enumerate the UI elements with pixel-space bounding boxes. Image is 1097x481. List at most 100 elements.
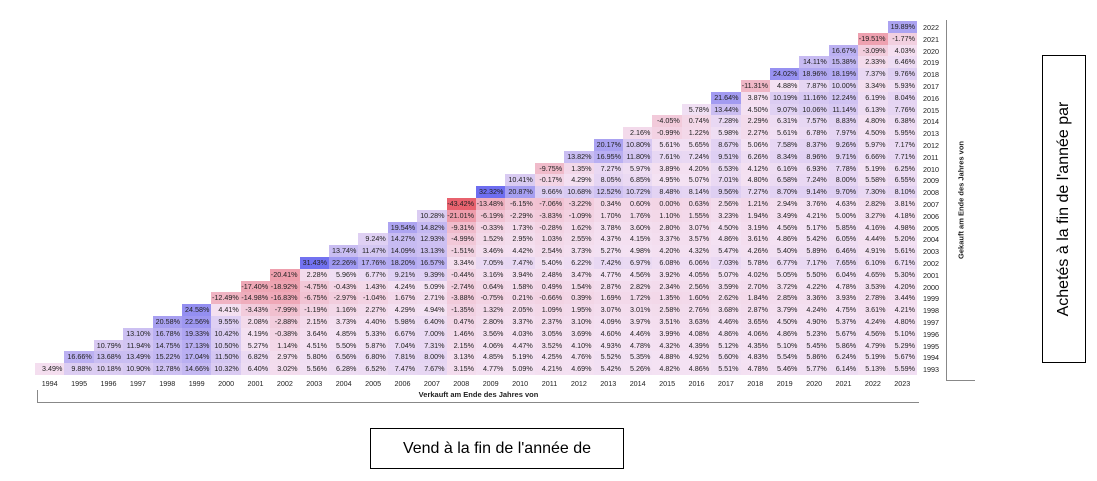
heatmap-cell: 4.76% bbox=[564, 351, 594, 364]
heatmap-cell: 4.29% bbox=[564, 174, 594, 187]
heatmap-cell: 1.35% bbox=[652, 292, 682, 305]
heatmap-cell: 4.20% bbox=[887, 280, 917, 293]
column-label: 2008 bbox=[453, 379, 470, 388]
heatmap-cell: 4.39% bbox=[681, 339, 712, 352]
heatmap-cell: 1.03% bbox=[534, 233, 565, 246]
heatmap-cell: 5.67% bbox=[887, 351, 917, 364]
heatmap-cell: -0.43% bbox=[329, 280, 359, 293]
heatmap-cell: 5.52% bbox=[593, 351, 623, 364]
heatmap-cell: 3.78% bbox=[593, 221, 623, 234]
heatmap-cell: 1.70% bbox=[593, 209, 623, 222]
heatmap-cell: 4.77% bbox=[593, 268, 623, 281]
heatmap-cell: 4.78% bbox=[623, 339, 653, 352]
heatmap-cell: 2.87% bbox=[740, 304, 770, 316]
heatmap-cell: 24.02% bbox=[770, 68, 800, 80]
heatmap-cell: 9.39% bbox=[417, 268, 447, 281]
heatmap-cell: 3.52% bbox=[534, 339, 565, 352]
heatmap-cell: 19.33% bbox=[182, 327, 212, 340]
heatmap-cell: 5.86% bbox=[828, 339, 859, 352]
heatmap-cell: 6.93% bbox=[799, 162, 829, 175]
heatmap-cell: 6.22% bbox=[564, 257, 594, 269]
heatmap-cell: 5.10% bbox=[887, 327, 917, 340]
heatmap-cell: 11.94% bbox=[123, 339, 153, 352]
heatmap-cell: 7.30% bbox=[858, 186, 888, 198]
heatmap-cell: 3.76% bbox=[799, 198, 829, 210]
heatmap-cell: 11.14% bbox=[828, 103, 859, 116]
heatmap-cell: 20.17% bbox=[593, 139, 623, 151]
heatmap-cell: 2.58% bbox=[652, 304, 682, 316]
heatmap-cell: 3.93% bbox=[828, 292, 859, 305]
heatmap-cell: 3.89% bbox=[652, 162, 682, 175]
heatmap-cell: 2.82% bbox=[858, 198, 888, 210]
heatmap-cell: 7.28% bbox=[711, 115, 741, 128]
heatmap-cell: 4.12% bbox=[740, 162, 770, 175]
heatmap-cell: 5.19% bbox=[858, 351, 888, 364]
heatmap-cell: 4.03% bbox=[887, 44, 917, 57]
heatmap-cell: 4.86% bbox=[711, 327, 741, 340]
heatmap-cell: 4.32% bbox=[652, 339, 682, 352]
heatmap-cell: 13.10% bbox=[123, 327, 153, 340]
heatmap-cell: 1.76% bbox=[623, 209, 653, 222]
heatmap-cell: 2.80% bbox=[652, 221, 682, 234]
heatmap-cell: 4.82% bbox=[652, 363, 682, 375]
heatmap-cell: 4.86% bbox=[681, 363, 712, 375]
heatmap-cell: -17.40% bbox=[240, 280, 271, 293]
heatmap-cell: 3.56% bbox=[476, 327, 506, 340]
heatmap-cell: 1.55% bbox=[681, 209, 712, 222]
heatmap-cell: 2.76% bbox=[681, 304, 712, 316]
heatmap-cell: 4.03% bbox=[505, 327, 535, 340]
heatmap-cell: 5.56% bbox=[299, 363, 329, 375]
heatmap-cell: 18.20% bbox=[387, 257, 418, 269]
heatmap-cell: 12.24% bbox=[828, 91, 859, 104]
heatmap-cell: 3.57% bbox=[681, 233, 712, 246]
heatmap-cell: 2.95% bbox=[505, 233, 535, 246]
column-label: 1998 bbox=[159, 379, 176, 388]
heatmap-cell: 19.54% bbox=[387, 221, 418, 234]
column-label: 1995 bbox=[71, 379, 88, 388]
heatmap-cell: 3.15% bbox=[446, 363, 476, 375]
heatmap-cell: 6.56% bbox=[329, 351, 359, 364]
heatmap-cell: 8.04% bbox=[887, 91, 917, 104]
heatmap-cell: 3.79% bbox=[770, 304, 800, 316]
heatmap-cell: 4.22% bbox=[799, 280, 829, 293]
heatmap-cell: 8.14% bbox=[681, 186, 712, 198]
heatmap-cell: 5.78% bbox=[740, 257, 770, 269]
heatmap-cell: -9.75% bbox=[534, 162, 565, 175]
heatmap-cell: -21.01% bbox=[446, 209, 476, 222]
heatmap-cell: 5.50% bbox=[799, 268, 829, 281]
row-label: 2017 bbox=[923, 82, 939, 91]
heatmap-cell: 6.53% bbox=[711, 162, 741, 175]
heatmap-cell: 5.54% bbox=[770, 351, 800, 364]
heatmap-cell: 5.86% bbox=[799, 351, 829, 364]
heatmap-cell: -18.92% bbox=[270, 280, 300, 293]
heatmap-cell: -0.28% bbox=[534, 221, 565, 234]
heatmap-cell: 3.87% bbox=[740, 91, 770, 104]
heatmap-cell: 7.04% bbox=[387, 339, 418, 352]
heatmap-cell: 5.42% bbox=[593, 363, 623, 375]
heatmap-cell: 5.97% bbox=[623, 162, 653, 175]
heatmap-cell: 6.16% bbox=[770, 162, 800, 175]
heatmap-cell: 3.47% bbox=[564, 268, 594, 281]
heatmap-cell: 4.50% bbox=[770, 316, 800, 328]
column-label: 2011 bbox=[541, 379, 558, 388]
heatmap-cell: 0.63% bbox=[681, 198, 712, 210]
heatmap-cell: 9.14% bbox=[799, 186, 829, 198]
heatmap-cell: 6.67% bbox=[387, 327, 418, 340]
column-label: 2016 bbox=[688, 379, 705, 388]
heatmap-cell: 3.34% bbox=[858, 80, 888, 92]
heatmap-cell: 2.94% bbox=[770, 198, 800, 210]
heatmap-cell: 1.09% bbox=[534, 304, 565, 316]
heatmap-cell: 3.27% bbox=[858, 209, 888, 222]
x-axis-title: Verkauft am Ende des Jahres von bbox=[418, 390, 539, 399]
heatmap-cell: 1.94% bbox=[740, 209, 770, 222]
heatmap-cell: -12.49% bbox=[211, 292, 241, 305]
column-label: 2019 bbox=[776, 379, 793, 388]
heatmap-cell: 10.41% bbox=[505, 174, 535, 187]
row-label: 2021 bbox=[923, 34, 939, 44]
heatmap-cell: 6.13% bbox=[858, 103, 888, 116]
heatmap-cell: 9.88% bbox=[64, 363, 94, 375]
heatmap-cell: 7.05% bbox=[476, 257, 506, 269]
heatmap-cell: 4.91% bbox=[858, 245, 888, 257]
heatmap-cell: 12.52% bbox=[593, 186, 623, 198]
heatmap-cell: 4.78% bbox=[828, 280, 859, 293]
